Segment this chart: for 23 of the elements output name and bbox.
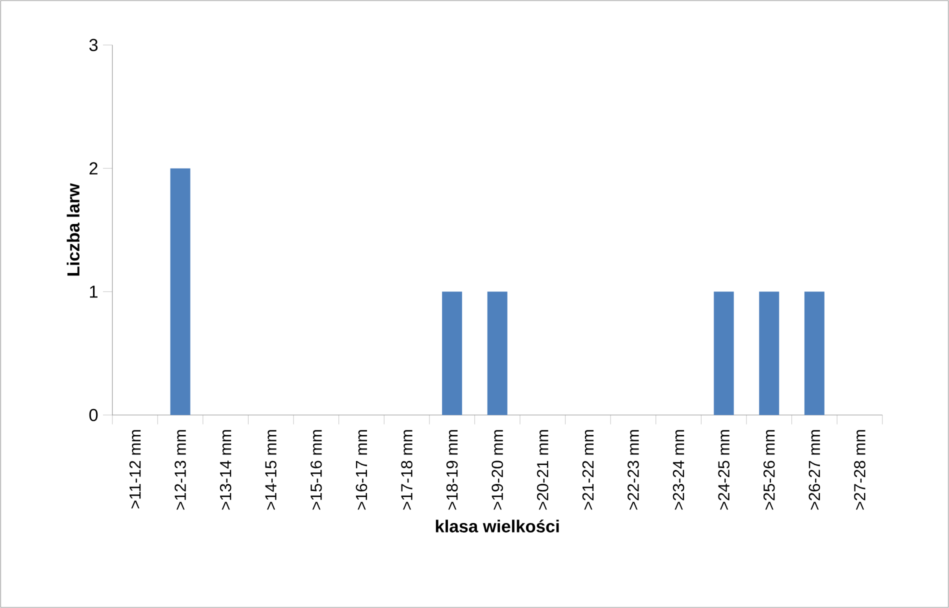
x-tick-label: >13-14 mm [220, 430, 232, 510]
x-tick-label: >17-18 mm [401, 430, 412, 510]
x-tick-label: >11-12 mm [129, 430, 141, 508]
y-axis-title: Liczba larw [66, 183, 80, 276]
x-tick-label: >21-22 mm [582, 430, 594, 510]
x-tick-label: >19-20 mm [492, 430, 504, 510]
y-tick-label: 0 [89, 408, 98, 422]
x-tick-label: >16-17 mm [356, 430, 368, 510]
x-tick-label: >18-19 mm [446, 430, 458, 510]
x-tick-label: >26-27 mm [808, 430, 820, 510]
x-tick-label: >20-21 mm [536, 430, 548, 510]
y-tick-label: 3 [89, 38, 98, 52]
x-tick-label: >14-15 mm [265, 430, 276, 510]
x-tick-label: >24-25 mm [718, 430, 730, 510]
x-tick-label: >27-28 mm [854, 430, 866, 510]
x-tick-label: >25-26 mm [763, 430, 775, 510]
y-tick-label: 2 [90, 162, 98, 174]
x-axis-title: klasa wielkości [436, 520, 559, 532]
x-tick-label: >12-13 mm [174, 430, 186, 510]
x-tick-label: >23-24 mm [672, 430, 684, 510]
x-tick-label: >15-16 mm [310, 430, 322, 510]
x-tick-label: >22-23 mm [628, 430, 639, 510]
y-tick-label: 1 [90, 286, 98, 298]
